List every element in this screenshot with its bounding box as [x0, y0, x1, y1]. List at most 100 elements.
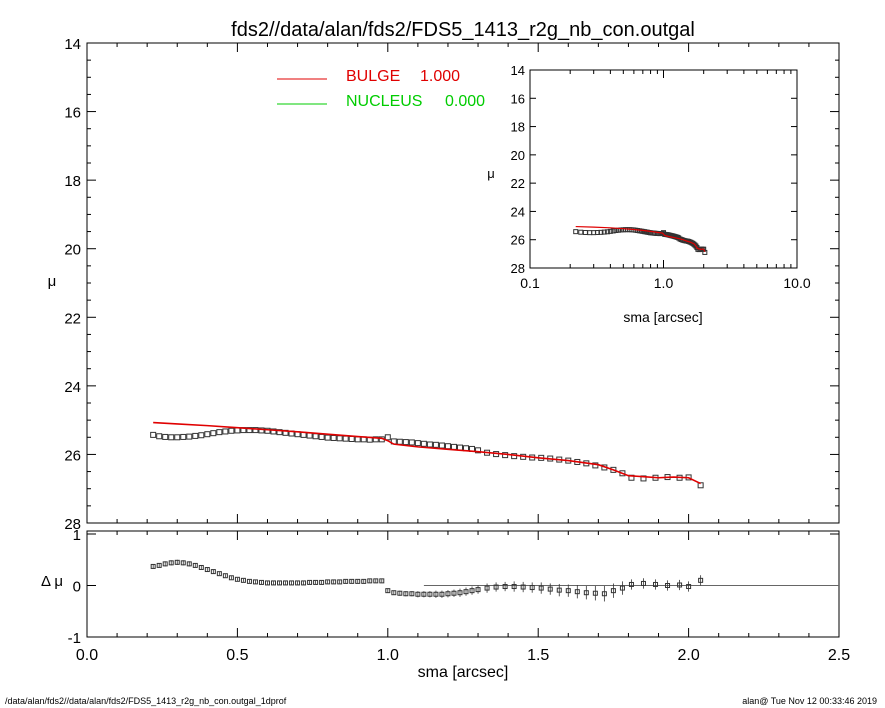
residual-xtick-label: 0.0	[76, 647, 98, 664]
residual-point	[640, 580, 646, 586]
inset-xtick-label: 1.0	[654, 275, 674, 291]
residual-point	[484, 585, 490, 591]
inset-data-point	[604, 229, 610, 235]
data-point	[336, 435, 343, 442]
data-point	[414, 440, 421, 447]
residual-point	[361, 578, 367, 584]
residual-point	[168, 560, 174, 566]
residual-point	[475, 587, 481, 593]
residual-point	[264, 580, 270, 586]
residual-point	[289, 580, 295, 586]
residual-point	[331, 579, 337, 585]
data-point	[610, 466, 617, 473]
main-plot: 14 16 18 20 22 24 26 28 μ BULGE 1.000 NUCLEUS 0…	[48, 36, 840, 533]
residual-point	[451, 590, 457, 596]
residual-ytick-label: -1	[68, 630, 81, 647]
residual-point	[463, 589, 469, 595]
data-point	[252, 427, 259, 434]
residual-point	[397, 590, 403, 596]
residual-ytick-label: 1	[73, 527, 81, 544]
residual-point	[538, 585, 544, 591]
inset-ytick-label: 24	[511, 204, 525, 219]
residual-point	[619, 585, 625, 591]
residual-point	[433, 591, 439, 597]
residual-point	[427, 591, 433, 597]
inset-ytick-label: 14	[511, 63, 525, 78]
residual-point	[421, 591, 427, 597]
residual-point	[502, 584, 508, 590]
residual-point	[295, 580, 301, 586]
bulge-line	[153, 421, 701, 485]
main-ytick-label: 26	[64, 447, 81, 464]
legend: BULGE 1.000 NUCLEUS 0.000	[277, 68, 485, 110]
residual-point	[319, 579, 325, 585]
data-point	[198, 432, 205, 439]
residual-point	[355, 578, 361, 584]
residual-point	[379, 578, 385, 584]
inset-ytick-label: 28	[511, 261, 525, 276]
inset-data-point	[601, 229, 607, 235]
residual-point	[601, 591, 607, 597]
inset-plot-frame	[529, 69, 798, 269]
residual-point	[469, 588, 475, 594]
main-ytick-label: 16	[64, 105, 81, 122]
data-point	[402, 439, 409, 446]
data-point	[318, 433, 325, 440]
data-point	[150, 431, 157, 438]
residual-point	[529, 585, 535, 591]
inset-ytick-label: 18	[511, 120, 525, 135]
residual-point	[583, 590, 589, 596]
residual-point	[234, 576, 240, 582]
residual-point	[307, 579, 313, 585]
data-point	[384, 434, 391, 441]
residual-point	[385, 588, 391, 594]
data-point	[228, 427, 235, 434]
inset-ylabel: μ	[487, 166, 495, 181]
inset-data-point	[598, 229, 604, 235]
data-point	[162, 433, 169, 440]
main-ytick-label: 24	[64, 379, 81, 396]
data-point	[192, 432, 199, 439]
residual-point	[349, 578, 355, 584]
inset-xtick-label: 10.0	[783, 275, 810, 291]
residual-point	[240, 577, 246, 583]
residual-point	[445, 591, 451, 597]
footer-right: alan@ Tue Nov 12 00:33:46 2019	[742, 696, 877, 706]
residual-point	[174, 559, 180, 565]
residual-point	[439, 591, 445, 597]
inset-xlabel: sma [arcsec]	[623, 309, 702, 325]
data-point	[408, 439, 415, 446]
residual-point	[325, 579, 331, 585]
residual-point	[665, 583, 671, 588]
residual-point	[367, 578, 373, 584]
inset-data-point	[607, 228, 613, 234]
main-ytick-label: 28	[64, 516, 81, 533]
data-point	[396, 438, 403, 445]
data-point	[348, 436, 355, 442]
main-ytick-label: 22	[64, 310, 81, 327]
data-point	[312, 433, 319, 440]
residual-point	[653, 581, 659, 587]
main-ytick-label: 18	[64, 173, 81, 190]
residual-point	[156, 562, 162, 568]
residual-point	[511, 584, 517, 590]
residual-point	[403, 591, 409, 597]
data-point	[168, 434, 175, 441]
residual-point	[283, 580, 289, 586]
residual-plot: 1 0 -1 0.0 0.5 1.0 1.5 2.0 2.5 Δ μ sma [arcsec]	[41, 527, 850, 681]
legend-nucleus-value: 0.000	[445, 93, 485, 110]
residual-point	[415, 591, 421, 597]
main-ylabel: μ	[48, 273, 57, 290]
residual-point	[520, 584, 526, 590]
data-point	[444, 443, 451, 450]
inset-ytick-label: 16	[511, 91, 525, 106]
data-point	[450, 443, 457, 450]
inset-data-point	[578, 229, 584, 235]
data-point	[342, 435, 349, 442]
residual-point	[270, 580, 276, 586]
data-point	[174, 434, 181, 441]
residual-point	[391, 590, 397, 596]
residual-point	[277, 580, 283, 586]
data-point	[222, 428, 229, 435]
